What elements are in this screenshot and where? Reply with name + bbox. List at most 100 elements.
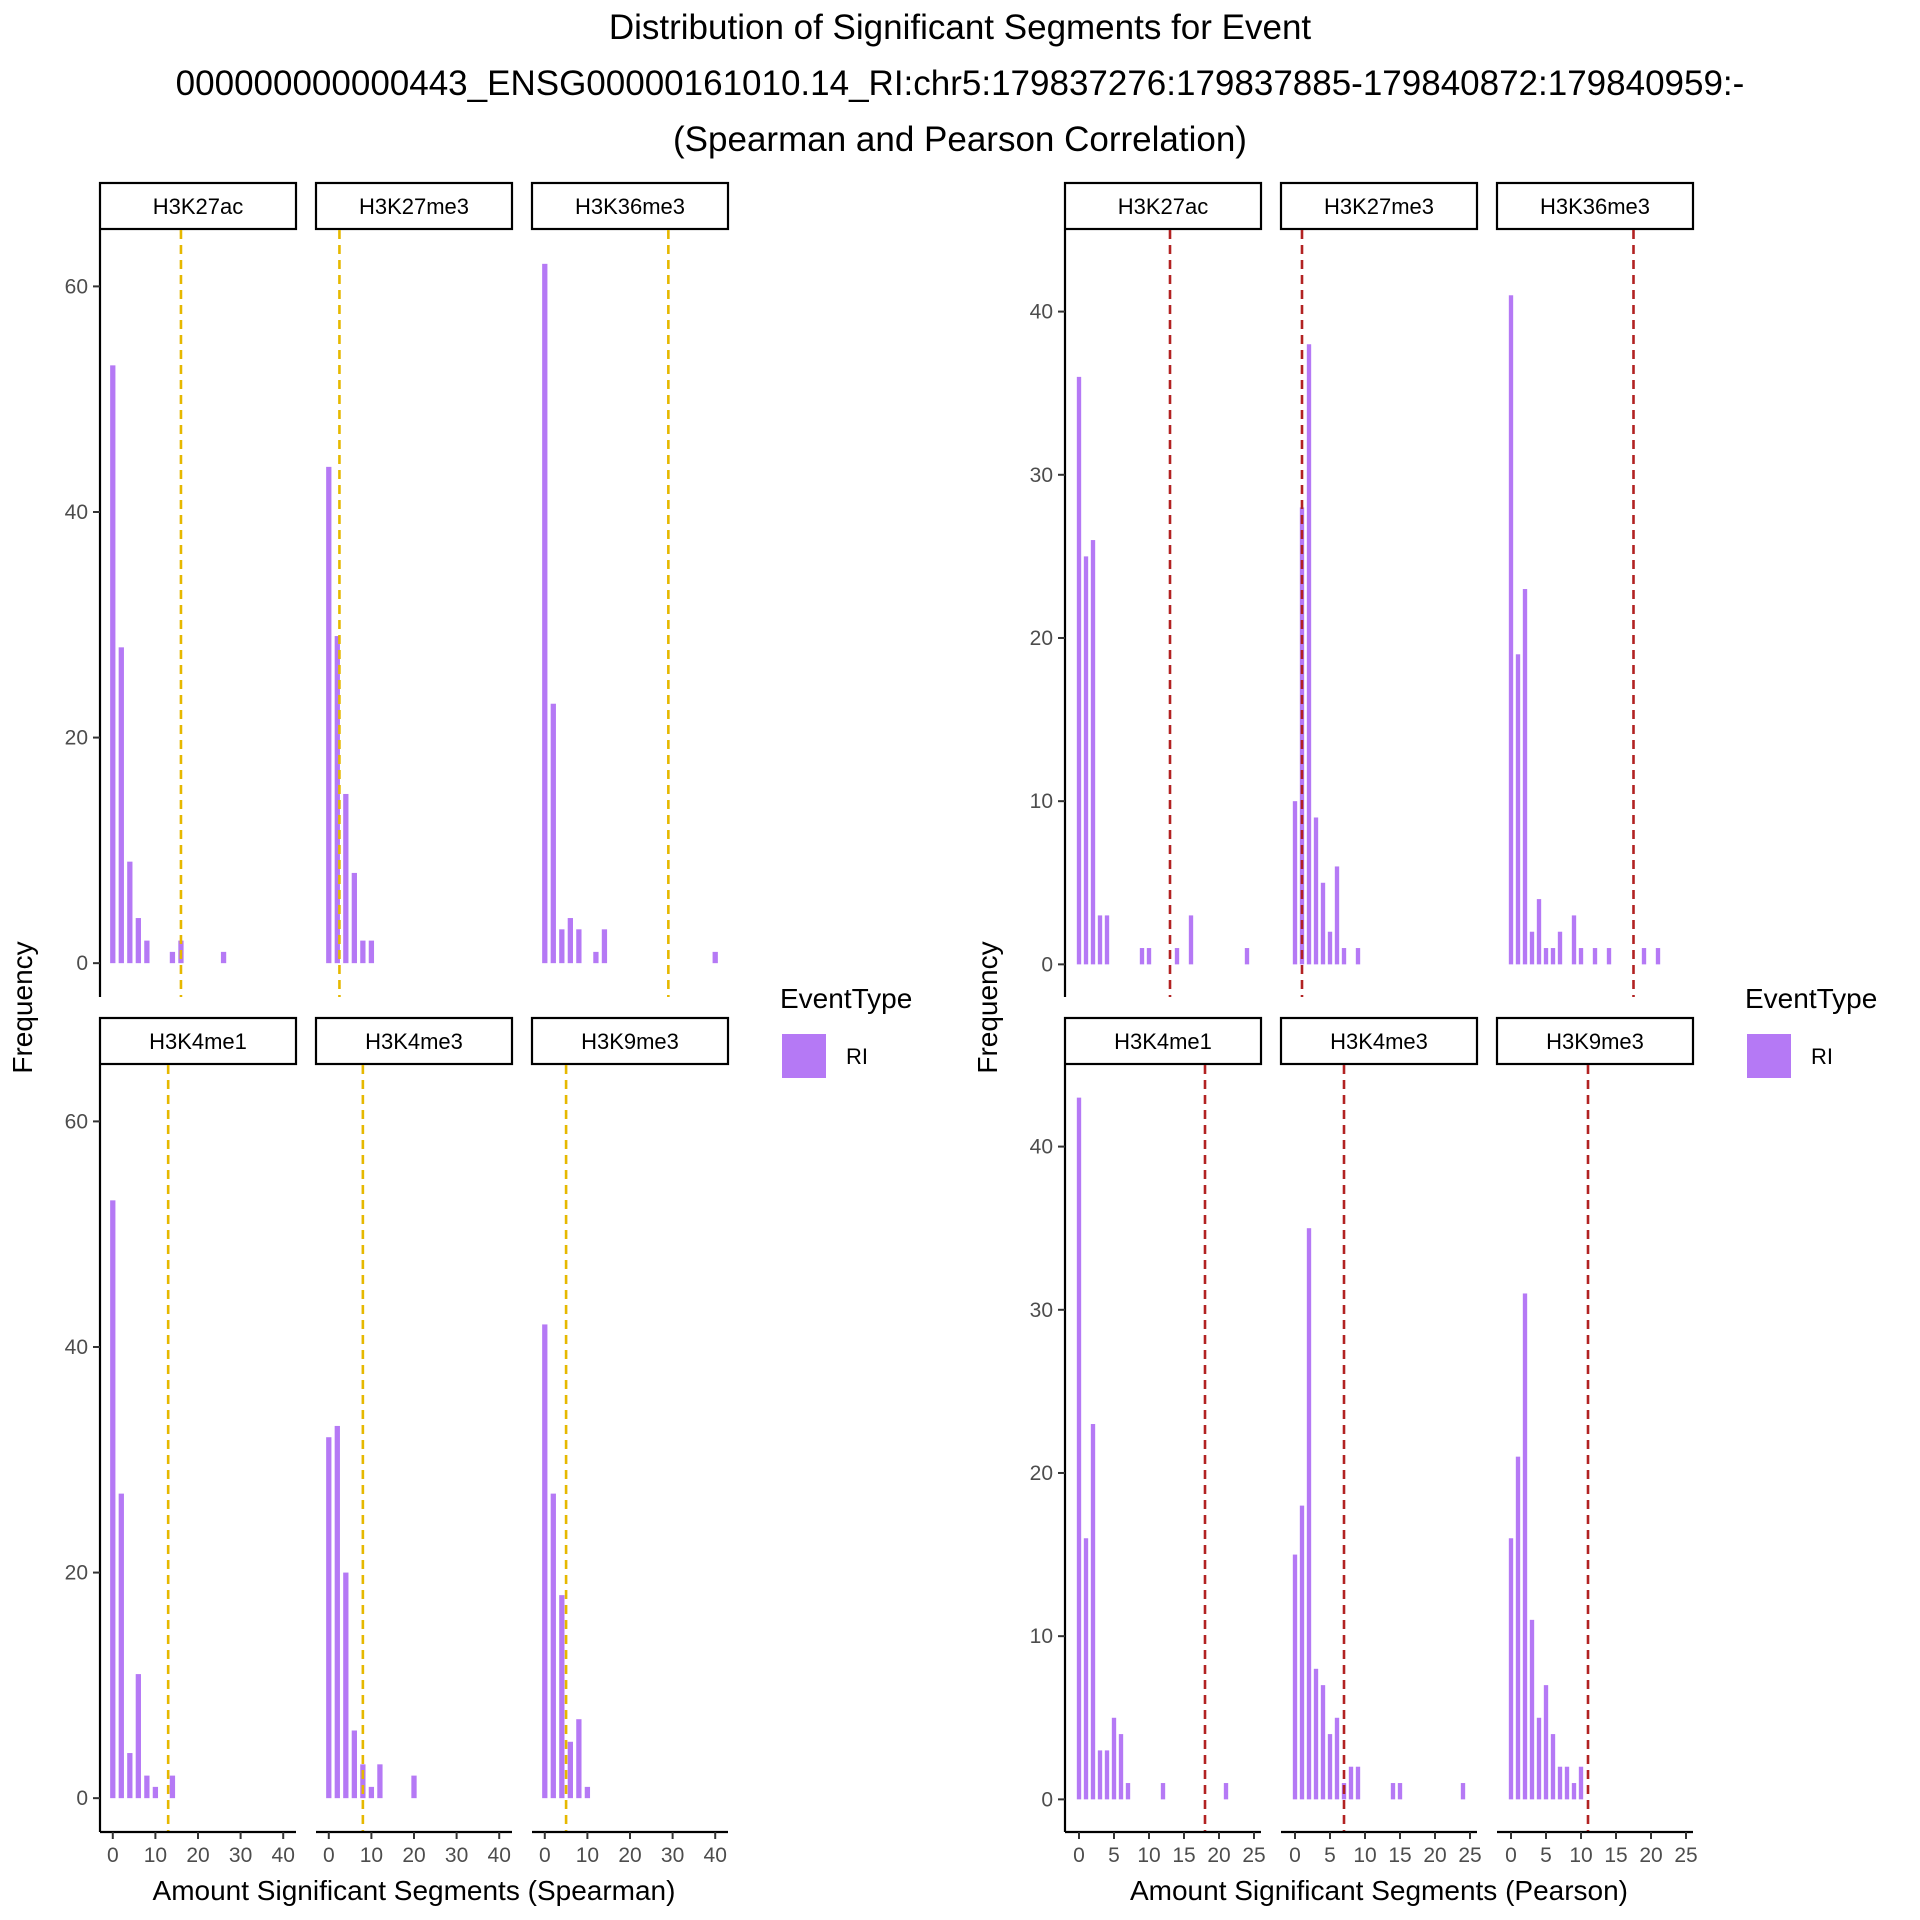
facet-h3k4me1: H3K4me1 0 20 40 60 0 10 20 30 40 bbox=[65, 1016, 298, 1867]
histogram-bar bbox=[1090, 540, 1096, 965]
x-tick-label: 20 bbox=[618, 1844, 641, 1867]
histogram-bar bbox=[1397, 1783, 1403, 1800]
y-tick-label: 60 bbox=[65, 1110, 88, 1133]
x-axis-title: Amount Significant Segments (Spearman) bbox=[153, 1875, 676, 1906]
histogram-bar bbox=[1390, 1783, 1396, 1800]
facet-strip-label: H3K4me3 bbox=[1330, 1029, 1428, 1054]
histogram-bar bbox=[326, 1437, 332, 1799]
facet-h3k9me3: H3K9me3 0 5 10 15 20 25 bbox=[1495, 1016, 1698, 1867]
x-tick-label: 40 bbox=[272, 1844, 295, 1867]
histogram-bar bbox=[1327, 931, 1333, 965]
histogram-bar bbox=[1223, 1783, 1229, 1800]
legend-title: EventType bbox=[780, 983, 912, 1014]
histogram-bar bbox=[1118, 1734, 1124, 1800]
histogram-bar bbox=[1090, 1424, 1096, 1800]
y-tick-label: 40 bbox=[65, 501, 88, 524]
histogram-bar bbox=[118, 647, 124, 964]
histogram-bar bbox=[1355, 948, 1361, 965]
histogram-bar bbox=[377, 1764, 383, 1799]
histogram-bar bbox=[1508, 295, 1514, 965]
x-tick-label: 0 bbox=[1073, 1844, 1085, 1867]
facet-h3k4me3: H3K4me3 0 5 10 15 20 25 bbox=[1279, 1016, 1482, 1867]
histogram-bar bbox=[1306, 344, 1312, 965]
x-tick-label: 5 bbox=[1540, 1844, 1552, 1867]
x-tick-label: 0 bbox=[1289, 1844, 1301, 1867]
histogram-bar bbox=[1097, 915, 1103, 965]
facet-strip-label: H3K4me1 bbox=[1114, 1029, 1212, 1054]
histogram-bar bbox=[1606, 948, 1612, 965]
histogram-bar bbox=[1334, 866, 1340, 965]
facet-strip bbox=[530, 1016, 730, 1066]
histogram-bar bbox=[1188, 915, 1194, 965]
chart-title: Distribution of Significant Segments for… bbox=[0, 0, 1920, 168]
x-tick-label: 5 bbox=[1108, 1844, 1120, 1867]
x-tick-label: 15 bbox=[1172, 1844, 1195, 1867]
histogram-bar bbox=[1578, 1766, 1584, 1800]
histogram-bar bbox=[1097, 1750, 1103, 1800]
x-axis-title: Amount Significant Segments (Pearson) bbox=[1130, 1875, 1628, 1906]
x-tick-label: 0 bbox=[1505, 1844, 1517, 1867]
facet-strip-label: H3K27ac bbox=[1118, 194, 1209, 219]
histogram-bar bbox=[360, 1764, 366, 1799]
histogram-bar bbox=[1655, 948, 1661, 965]
y-tick-label: 0 bbox=[1041, 953, 1053, 976]
histogram-bar bbox=[1571, 915, 1577, 965]
legend: EventType RI bbox=[1745, 983, 1877, 1078]
x-tick-label: 15 bbox=[1604, 1844, 1627, 1867]
histogram-bar bbox=[1529, 931, 1535, 965]
legend-swatch bbox=[782, 1034, 826, 1078]
histogram-bar bbox=[1557, 931, 1563, 965]
title-line-1: Distribution of Significant Segments for… bbox=[608, 8, 1312, 47]
y-tick-label: 10 bbox=[1030, 790, 1053, 813]
histogram-bar bbox=[1320, 882, 1326, 965]
histogram-bar bbox=[1460, 1783, 1466, 1800]
histogram-bar bbox=[1076, 376, 1082, 965]
histogram-bar bbox=[1334, 1717, 1340, 1800]
histogram-bar bbox=[118, 1493, 124, 1799]
facet-strip bbox=[314, 1016, 514, 1066]
x-tick-label: 25 bbox=[1458, 1844, 1481, 1867]
histogram-bar bbox=[1641, 948, 1647, 965]
histogram-bar bbox=[1543, 948, 1549, 965]
histogram-bar bbox=[1313, 817, 1319, 965]
legend: EventType RI bbox=[780, 983, 912, 1078]
x-tick-label: 20 bbox=[1423, 1844, 1446, 1867]
facet-h3k27me3: H3K27me3 bbox=[314, 181, 514, 997]
histogram-bar bbox=[1299, 507, 1305, 965]
x-tick-label: 20 bbox=[1207, 1844, 1230, 1867]
histogram-bar bbox=[127, 861, 133, 964]
histogram-bar bbox=[1550, 948, 1556, 965]
facet-strip-label: H3K36me3 bbox=[575, 194, 685, 219]
histogram-bar bbox=[144, 1775, 150, 1799]
y-tick-label: 40 bbox=[1030, 1136, 1053, 1159]
histogram-bar bbox=[334, 636, 340, 964]
x-tick-label: 10 bbox=[576, 1844, 599, 1867]
histogram-bar bbox=[1543, 1685, 1549, 1800]
histogram-bar bbox=[1522, 589, 1528, 965]
histogram-bar bbox=[1557, 1766, 1563, 1800]
x-tick-label: 10 bbox=[1353, 1844, 1376, 1867]
x-tick-label: 25 bbox=[1674, 1844, 1697, 1867]
histogram-bar bbox=[1592, 948, 1598, 965]
histogram-bar bbox=[1160, 1783, 1166, 1800]
histogram-bar bbox=[1564, 1766, 1570, 1800]
y-tick-label: 30 bbox=[1030, 464, 1053, 487]
facet-strip bbox=[1063, 1016, 1263, 1066]
spearman-chart: H3K27ac 0 20 40 60 H3K27me3 H3K36me3 H3K4me1 0 20… bbox=[7, 181, 912, 1906]
facet-strip bbox=[1279, 181, 1479, 231]
histogram-bar bbox=[1529, 1619, 1535, 1800]
title-line-3: (Spearman and Pearson Correlation) bbox=[673, 120, 1247, 159]
facet-strip-label: H3K36me3 bbox=[1540, 194, 1650, 219]
histogram-bar bbox=[1341, 948, 1347, 965]
histogram-bar bbox=[1174, 948, 1180, 965]
x-tick-label: 0 bbox=[107, 1844, 119, 1867]
x-tick-label: 25 bbox=[1242, 1844, 1265, 1867]
facet-h3k27ac: H3K27ac 0 10 20 30 40 bbox=[1030, 181, 1263, 997]
facet-strip-label: H3K4me1 bbox=[149, 1029, 247, 1054]
histogram-bar bbox=[576, 1719, 582, 1799]
histogram-bar bbox=[135, 1674, 141, 1799]
facet-h3k27me3: H3K27me3 bbox=[1279, 181, 1479, 997]
histogram-bar bbox=[1571, 1783, 1577, 1800]
histogram-bar bbox=[567, 1741, 573, 1799]
histogram-bar bbox=[576, 929, 582, 964]
